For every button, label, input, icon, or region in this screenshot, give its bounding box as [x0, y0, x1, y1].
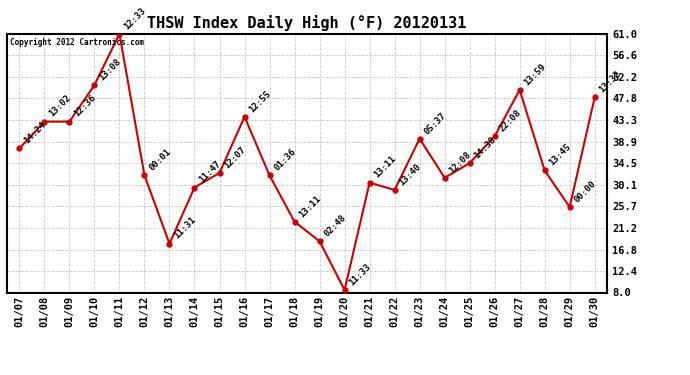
Text: 11:47: 11:47	[197, 159, 223, 185]
Text: Copyright 2012 Cartronics.com: Copyright 2012 Cartronics.com	[10, 38, 144, 46]
Text: 11:31: 11:31	[172, 216, 197, 241]
Text: 00:01: 00:01	[147, 147, 172, 172]
Text: 01:36: 01:36	[273, 147, 297, 172]
Text: 12:07: 12:07	[222, 145, 248, 170]
Text: 11:33: 11:33	[347, 262, 373, 287]
Text: 02:48: 02:48	[322, 213, 348, 238]
Text: 12:55: 12:55	[247, 88, 273, 114]
Text: 13:11: 13:11	[297, 194, 323, 219]
Text: 13:02: 13:02	[47, 93, 72, 119]
Title: THSW Index Daily High (°F) 20120131: THSW Index Daily High (°F) 20120131	[148, 15, 466, 31]
Text: 13:40: 13:40	[397, 162, 423, 187]
Text: 13:08: 13:08	[97, 57, 123, 82]
Text: 13:11: 13:11	[373, 154, 397, 180]
Text: 13:45: 13:45	[547, 142, 573, 168]
Text: 14:24: 14:24	[22, 120, 48, 146]
Text: 22:08: 22:08	[497, 108, 523, 134]
Text: 13:59: 13:59	[522, 62, 548, 87]
Text: 00:00: 00:00	[573, 179, 598, 204]
Text: 05:37: 05:37	[422, 111, 448, 136]
Text: 12:36: 12:36	[72, 93, 97, 119]
Text: 14:38: 14:38	[473, 135, 497, 160]
Text: 12:08: 12:08	[447, 150, 473, 175]
Text: 13:32: 13:32	[598, 69, 623, 94]
Text: 12:33: 12:33	[122, 6, 148, 31]
